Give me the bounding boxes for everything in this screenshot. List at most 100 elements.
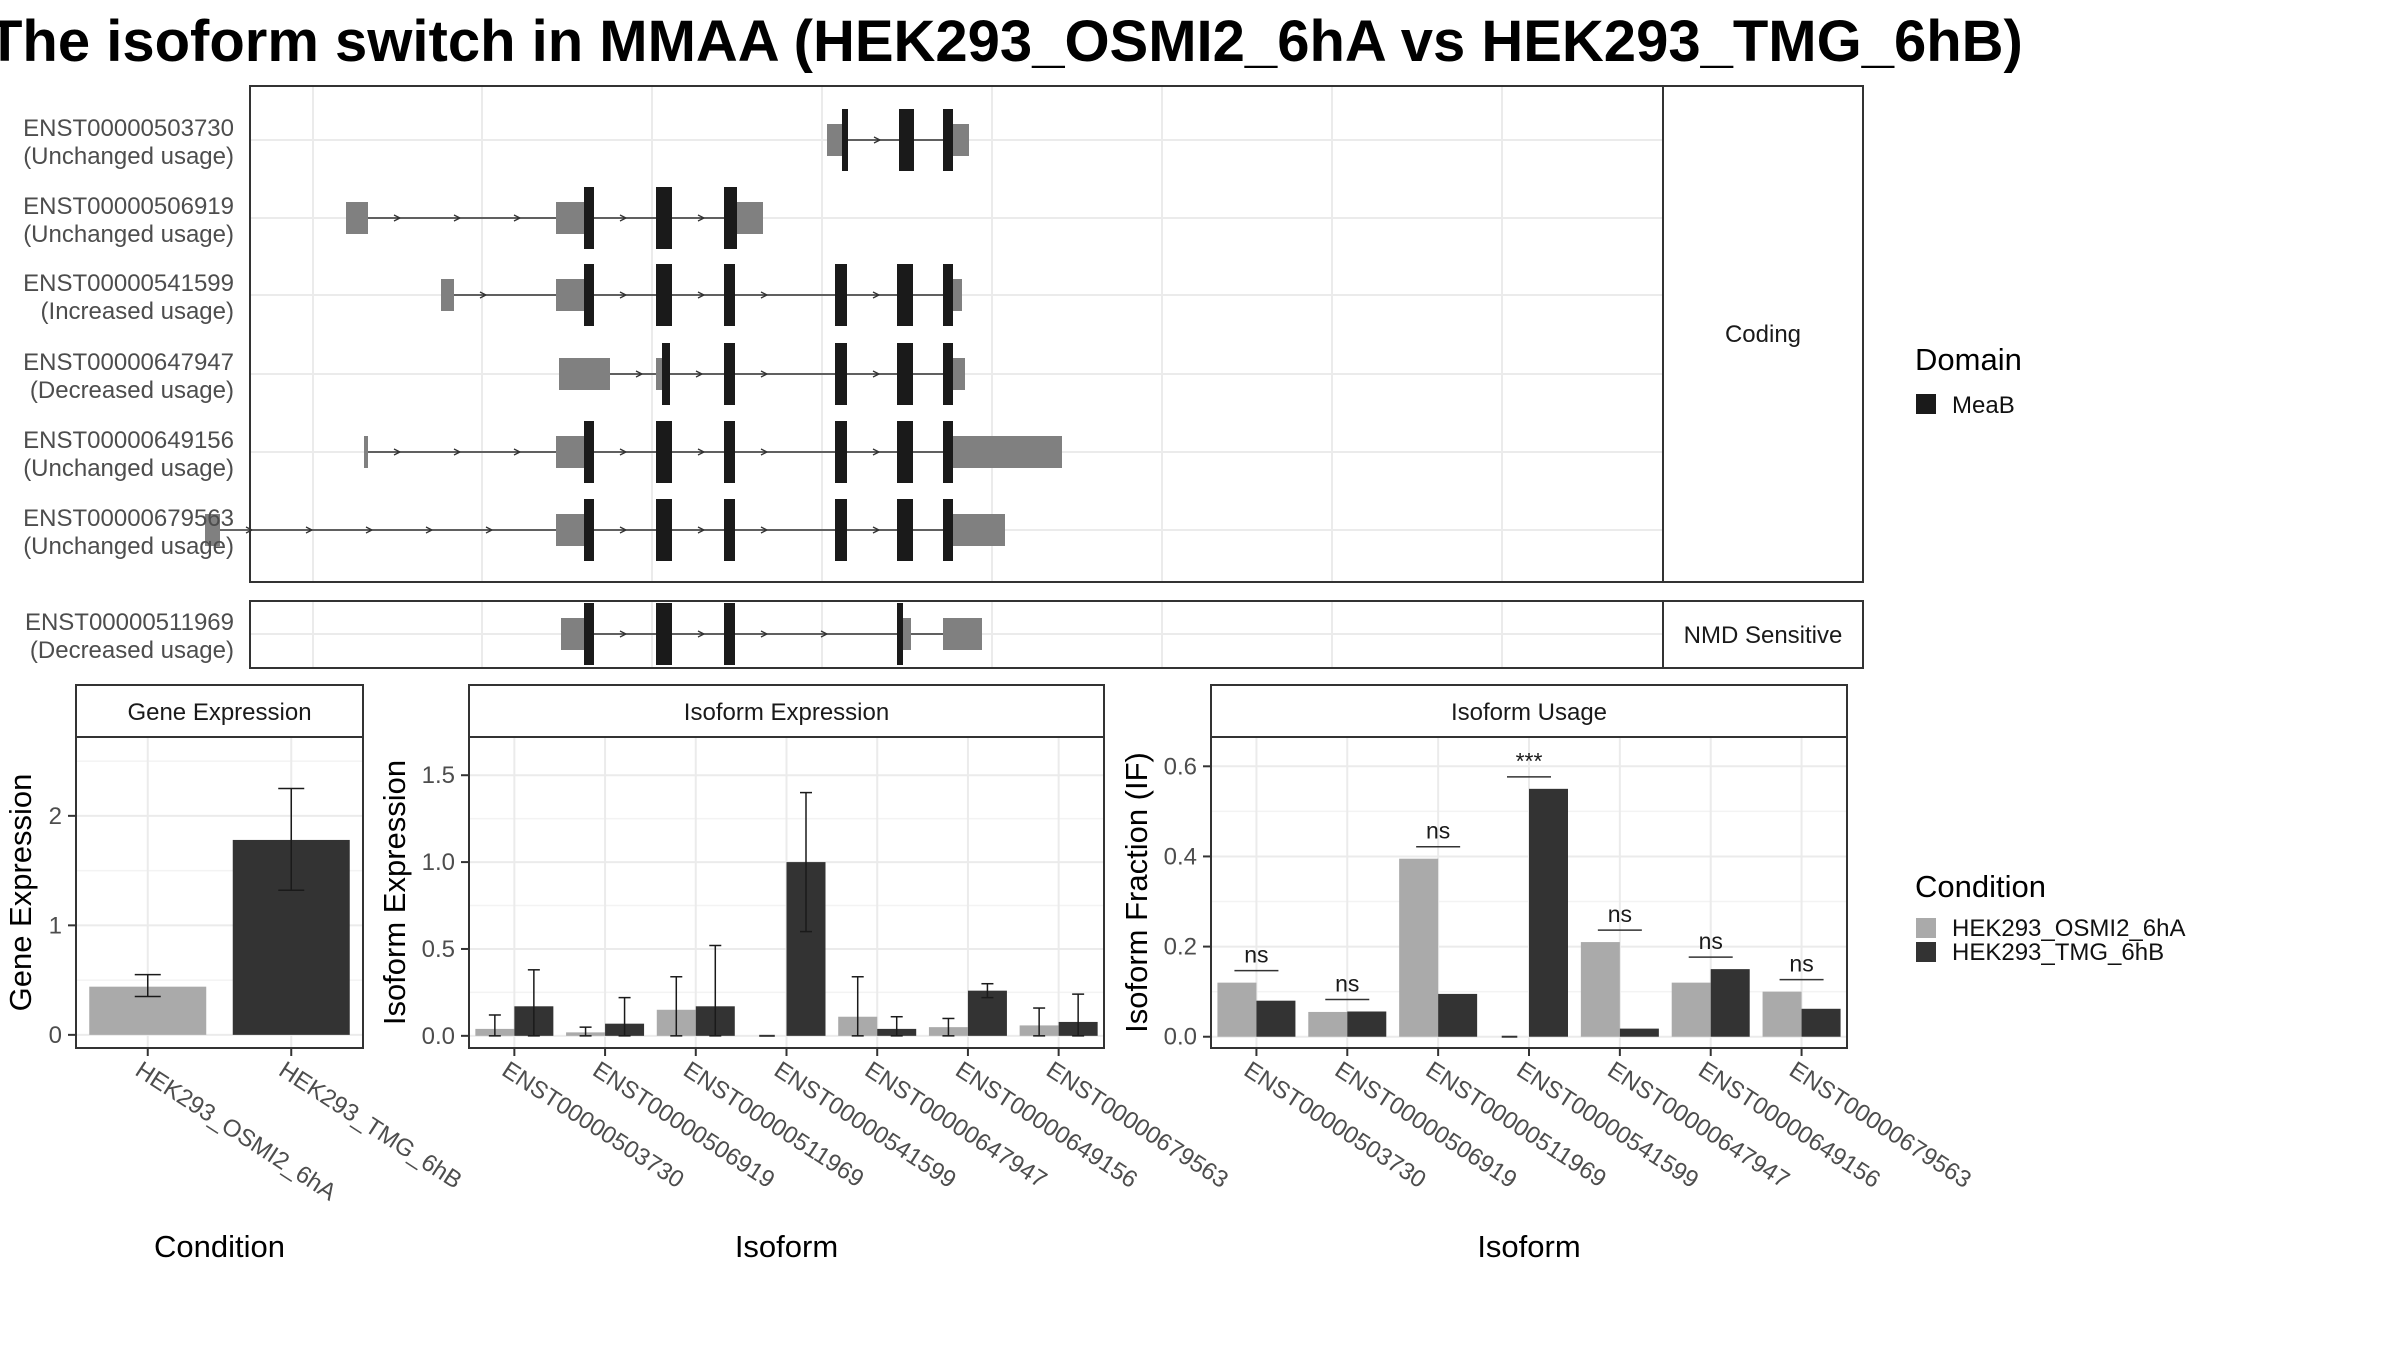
intron-arrow	[425, 526, 434, 534]
bar	[1801, 1008, 1841, 1037]
transcript-usage-label: (Decreased usage)	[30, 637, 234, 664]
intron-arrow	[873, 136, 882, 144]
bar	[1762, 991, 1802, 1037]
transcript-usage-label: (Increased usage)	[41, 298, 234, 325]
cds-exon	[656, 187, 672, 249]
cds-exon	[943, 109, 953, 171]
intron-arrow	[872, 448, 881, 456]
condition-legend-key-2	[1916, 942, 1936, 962]
y-tick-label: 0.6	[1164, 753, 1197, 780]
y-axis-title: Isoform Expression	[377, 760, 412, 1025]
intron-arrow	[485, 526, 494, 534]
utr-exon	[737, 202, 763, 234]
intron-arrow	[760, 370, 769, 378]
cds-exon	[842, 109, 848, 171]
y-tick-label: 1.0	[422, 849, 455, 876]
utr-exon	[556, 436, 584, 468]
transcript-id-label: ENST00000541599	[23, 270, 234, 297]
transcript-usage-label: (Unchanged usage)	[23, 221, 234, 248]
utr-exon	[561, 618, 584, 650]
cds-exon	[656, 603, 672, 665]
intron-arrow	[619, 291, 628, 299]
cds-exon	[835, 343, 847, 405]
bar	[1710, 969, 1750, 1037]
cds-exon	[656, 499, 672, 561]
y-tick-label: 0.4	[1164, 843, 1197, 870]
bar	[1619, 1028, 1659, 1037]
intron-arrow	[872, 370, 881, 378]
cds-exon	[724, 264, 735, 326]
cds-exon	[724, 421, 735, 483]
cds-exon	[835, 264, 847, 326]
utr-exon	[953, 124, 969, 156]
intron-arrow	[760, 291, 769, 299]
significance-label: ns	[1335, 970, 1359, 996]
cds-exon	[835, 421, 847, 483]
utr-exon	[556, 514, 584, 546]
panel-title: Isoform Usage	[1451, 699, 1607, 726]
y-tick-label: 0.0	[1164, 1024, 1197, 1051]
intron-arrow	[760, 448, 769, 456]
utr-exon	[953, 436, 1062, 468]
cds-exon	[584, 187, 594, 249]
utr-exon	[953, 358, 965, 390]
cds-exon	[584, 603, 594, 665]
cds-exon	[897, 264, 913, 326]
intron-arrow	[697, 630, 706, 638]
cds-exon	[943, 499, 953, 561]
intron-arrow	[872, 291, 881, 299]
condition-legend-label-2: HEK293_TMG_6hB	[1952, 939, 2165, 966]
intron-arrow	[479, 291, 488, 299]
panel-strip	[468, 684, 1105, 738]
cds-exon	[584, 499, 594, 561]
bar	[1580, 942, 1620, 1037]
cds-exon	[584, 264, 594, 326]
utr-exon	[943, 618, 982, 650]
intron-arrow	[619, 526, 628, 534]
intron-arrow	[760, 526, 769, 534]
utr-exon	[441, 279, 454, 311]
condition-legend-label-1: HEK293_OSMI2_6hA	[1952, 915, 2186, 942]
transcript-id-label: ENST00000503730	[23, 115, 234, 142]
utr-exon	[556, 202, 584, 234]
transcript-id-label: ENST00000679563	[23, 505, 234, 532]
intron-arrow	[697, 526, 706, 534]
panel-title: Isoform Expression	[684, 699, 889, 726]
transcript-id-label: ENST00000511969	[25, 609, 234, 636]
cds-exon	[943, 421, 953, 483]
intron-arrow	[365, 526, 374, 534]
significance-label: ns	[1699, 928, 1723, 954]
y-tick-label: 2	[49, 803, 62, 830]
transcript-id-label: ENST00000506919	[23, 193, 234, 220]
intron-arrow	[697, 448, 706, 456]
cds-exon	[724, 187, 737, 249]
y-axis-title: Isoform Fraction (IF)	[1119, 752, 1154, 1033]
significance-label: ns	[1608, 901, 1632, 927]
significance-label: ***	[1516, 748, 1543, 774]
transcript-id-label: ENST00000647947	[23, 349, 234, 376]
bar	[1438, 993, 1478, 1037]
intron-arrow	[697, 214, 706, 222]
condition-legend-key-1	[1916, 918, 1936, 938]
condition-legend-title: Condition	[1915, 869, 2046, 904]
intron-arrow	[760, 630, 769, 638]
x-axis-title: Isoform	[735, 1229, 838, 1264]
cds-exon	[897, 343, 913, 405]
bar	[1529, 788, 1568, 1037]
cds-exon	[656, 421, 672, 483]
utr-exon	[903, 618, 911, 650]
intron-arrow	[697, 291, 706, 299]
intron-arrow	[513, 214, 522, 222]
panel-strip	[1210, 684, 1848, 738]
intron-arrow	[619, 214, 628, 222]
significance-label: ns	[1789, 951, 1813, 977]
cds-exon	[584, 421, 594, 483]
cds-exon	[662, 343, 670, 405]
significance-label: ns	[1426, 818, 1450, 844]
y-tick-label: 1.5	[422, 762, 455, 789]
y-tick-label: 0.0	[422, 1023, 455, 1050]
bar	[1308, 1011, 1348, 1037]
utr-exon	[827, 124, 842, 156]
cds-exon	[656, 264, 672, 326]
